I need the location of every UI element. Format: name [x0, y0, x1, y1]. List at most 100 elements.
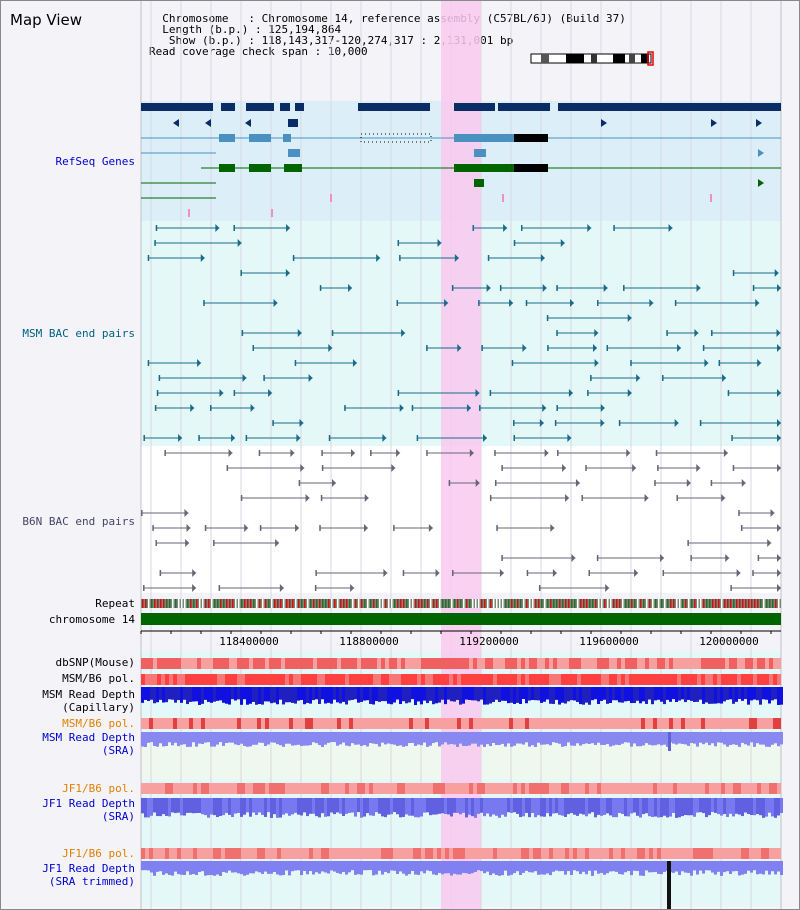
- strip-cell: [385, 718, 389, 729]
- exon[interactable]: [249, 164, 271, 172]
- exon[interactable]: [514, 164, 548, 172]
- chromosome-ideogram-icon[interactable]: [530, 51, 654, 66]
- depth-bar: [753, 861, 756, 871]
- bac-end-arrow: [627, 314, 632, 322]
- strip-cell: [549, 658, 553, 669]
- strip-cell: [225, 783, 229, 794]
- depth-bar: [441, 732, 444, 745]
- strip-cell: [725, 674, 729, 685]
- bac-end: [147, 360, 150, 366]
- bac-end-arrow: [594, 329, 599, 337]
- exon[interactable]: [219, 134, 235, 142]
- depth-bar: [525, 798, 528, 813]
- strip-cell: [517, 783, 521, 794]
- depth-bar: [333, 798, 336, 815]
- strip-cell: [453, 848, 457, 859]
- gene-block[interactable]: [498, 103, 550, 111]
- gene-block[interactable]: [295, 103, 304, 111]
- depth-bar: [165, 798, 168, 816]
- depth-bar: [147, 798, 150, 818]
- depth-bar: [207, 687, 210, 702]
- strip-cell: [725, 658, 729, 669]
- strip-cell: [677, 674, 681, 685]
- gene-block[interactable]: [246, 103, 274, 111]
- strip-cell: [701, 674, 705, 685]
- exon[interactable]: [454, 134, 514, 142]
- strip-cell: [525, 783, 529, 794]
- repeat-mark: [355, 599, 357, 608]
- exon[interactable]: [283, 134, 291, 142]
- bac-end-arrow: [428, 524, 433, 532]
- gene-block[interactable]: [280, 103, 290, 111]
- strip-cell: [541, 783, 545, 794]
- strip-cell: [601, 718, 605, 729]
- bac-end: [499, 285, 502, 291]
- strip-cell: [505, 674, 509, 685]
- exon[interactable]: [288, 149, 300, 157]
- strip-cell: [165, 718, 169, 729]
- bac-end: [321, 465, 324, 471]
- depth-bar: [771, 687, 774, 701]
- strip-cell: [225, 658, 229, 669]
- strip-cell: [337, 848, 341, 859]
- exon[interactable]: [474, 179, 484, 187]
- repeat-mark: [145, 599, 147, 608]
- strip-cell: [745, 674, 749, 685]
- track-label-msm-depth-cap-sub: (Capillary): [62, 701, 135, 714]
- exon[interactable]: [474, 149, 486, 157]
- strip-cell: [289, 783, 293, 794]
- depth-bar: [654, 861, 657, 872]
- track-label-refseq: RefSeq Genes: [56, 155, 135, 168]
- depth-bar: [540, 798, 543, 817]
- b6n-bac-pairs[interactable]: [141, 449, 781, 592]
- exon[interactable]: [454, 164, 514, 172]
- strip-cell: [577, 658, 581, 669]
- gene-block[interactable]: [558, 103, 781, 111]
- depth-bar: [639, 732, 642, 747]
- exon[interactable]: [514, 134, 548, 142]
- repeat-mark: [661, 599, 663, 608]
- bac-end-arrow: [486, 284, 491, 292]
- gene-block[interactable]: [221, 103, 235, 111]
- depth-bar: [366, 861, 369, 871]
- strip-cell: [757, 674, 761, 685]
- strip-cell: [449, 674, 453, 685]
- depth-bar: [384, 687, 387, 702]
- depth-bar: [447, 798, 450, 815]
- repeat-mark: [463, 599, 465, 608]
- exon[interactable]: [284, 164, 302, 172]
- strip-cell: [661, 658, 665, 669]
- strip-cell: [257, 783, 261, 794]
- depth-bar: [717, 798, 720, 815]
- depth-bar: [735, 861, 738, 872]
- msm-bac-pairs[interactable]: [143, 224, 781, 442]
- gene-block[interactable]: [454, 103, 495, 111]
- repeat-mark: [562, 599, 564, 608]
- gene-block[interactable]: [288, 119, 298, 127]
- depth-bar: [378, 798, 381, 814]
- gene-block[interactable]: [141, 103, 213, 111]
- depth-bar: [732, 732, 735, 745]
- coverage-strips[interactable]: [141, 658, 783, 876]
- depth-bar: [579, 732, 582, 746]
- bac-end: [321, 450, 323, 456]
- strip-cell: [505, 658, 509, 669]
- refseq-genes[interactable]: [141, 103, 781, 217]
- depth-bar: [522, 798, 525, 817]
- exon-cluster[interactable]: [360, 133, 432, 143]
- repeat-mark: [598, 599, 600, 608]
- strip-cell: [249, 674, 253, 685]
- gene-block[interactable]: [358, 103, 430, 111]
- strip-cell: [617, 718, 621, 729]
- depth-bar: [420, 687, 423, 705]
- exon[interactable]: [219, 164, 235, 172]
- bac-end: [596, 555, 599, 561]
- exon[interactable]: [249, 134, 271, 142]
- repeat-mark: [211, 599, 213, 608]
- bac-end: [585, 465, 587, 471]
- bac-end: [319, 525, 321, 531]
- depth-bar: [636, 798, 639, 816]
- depth-bar: [312, 732, 315, 743]
- chromosome-bar[interactable]: [141, 613, 781, 625]
